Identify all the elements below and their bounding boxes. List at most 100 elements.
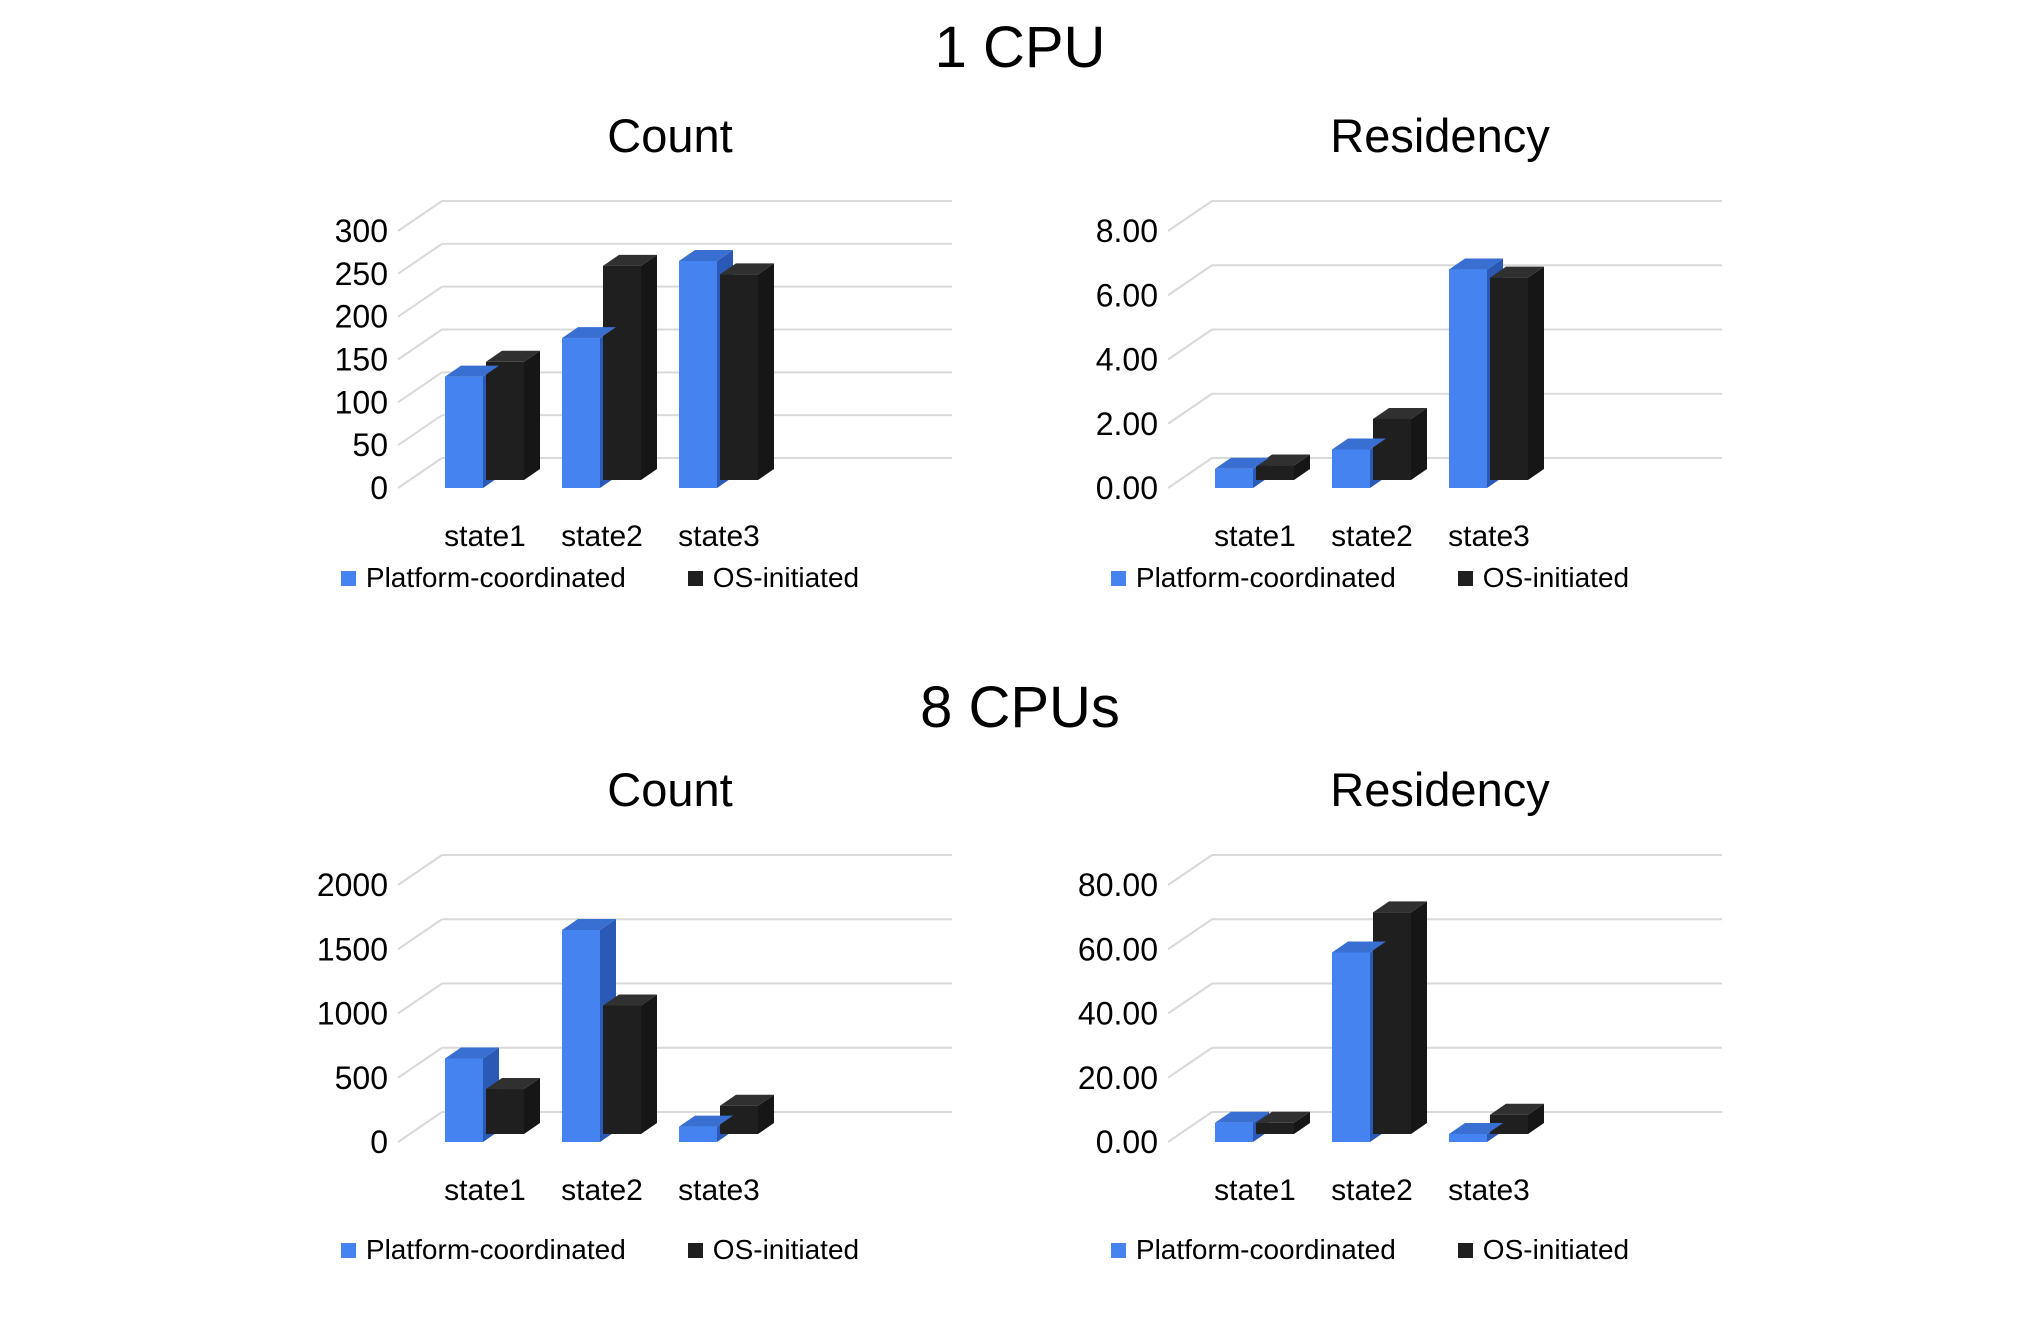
chart-canvas-residency-8cpus: 80.00 60.00 40.00 20.00 0.00 state1 state2 stat… <box>1078 854 1722 1207</box>
bar-os-initiated-state3-top <box>1490 1103 1544 1115</box>
gridline-depth-connector <box>397 414 443 446</box>
y-tick-label: 300 <box>335 213 388 249</box>
bar-os-initiated-state1-side <box>1294 1111 1310 1134</box>
y-tick-label: 6.00 <box>1096 277 1158 313</box>
bar-os-initiated-state2-top <box>603 254 657 266</box>
section-title-1cpu: 1 CPU <box>934 15 1106 80</box>
bar-os-initiated-state3-side <box>1528 266 1544 480</box>
chart-title-count-8cpus: Count <box>607 763 733 816</box>
y-tick-label: 2000 <box>317 867 388 903</box>
bar-platform-coordinated-state2 <box>1332 952 1370 1142</box>
y-tick-label: 1000 <box>317 996 388 1032</box>
y-tick-label: 100 <box>335 384 388 420</box>
bar-platform-coordinated-state1 <box>1215 468 1253 488</box>
y-tick-label: 2.00 <box>1096 406 1158 442</box>
gridline-depth-connector <box>1167 328 1213 361</box>
y-tick-label: 4.00 <box>1096 342 1158 378</box>
gridline-depth-connector <box>397 285 443 318</box>
y-tick-label: 50 <box>352 427 388 463</box>
chart-title-residency-1cpu: Residency <box>1330 109 1550 162</box>
bar-os-initiated-state1 <box>1256 465 1294 480</box>
bar-platform-coordinated-state3-top <box>679 249 733 261</box>
bar-os-initiated-state2 <box>1373 912 1411 1134</box>
bar-os-initiated-state1-side <box>1294 454 1310 480</box>
bar-platform-coordinated-state3 <box>1449 1133 1487 1142</box>
bar-os-initiated-state1-top <box>1256 454 1310 466</box>
gridline-depth-connector <box>1167 854 1213 886</box>
bar-platform-coordinated-state3-top <box>1449 258 1503 270</box>
bar-platform-coordinated-state3-top <box>679 1115 733 1127</box>
chart-title-residency-8cpus: Residency <box>1330 763 1550 816</box>
y-tick-label: 250 <box>335 256 388 292</box>
x-category-label: state2 <box>561 520 643 553</box>
legend: Platform-coordinated OS-initiated <box>1010 1234 1730 1266</box>
gridline-depth-connector <box>1167 264 1213 297</box>
bar-os-initiated-state1-top <box>486 350 540 362</box>
y-tick-label: 500 <box>335 1060 388 1096</box>
bar-os-initiated-state1-top <box>486 1078 540 1090</box>
bar-os-initiated-state3-side <box>758 1094 774 1134</box>
gridline-depth-connector <box>397 1046 443 1079</box>
bar-platform-coordinated-state1-top <box>1215 457 1269 469</box>
legend-swatch-os-icon <box>687 570 703 586</box>
bar-os-initiated-state3 <box>720 274 758 480</box>
bar-os-initiated-state2 <box>603 265 641 480</box>
bar-platform-coordinated-state1 <box>445 1058 483 1142</box>
gridline-depth-connector <box>397 1111 443 1143</box>
x-category-label: state1 <box>444 520 526 553</box>
x-category-label: state2 <box>1331 520 1413 553</box>
chart-count-8cpus: Count 2000 1500 1000 500 0 state1 state2 state3… <box>240 750 960 1310</box>
legend-item-os-initiated: OS-initiated <box>1457 1234 1629 1266</box>
bar-platform-coordinated-state3 <box>679 1126 717 1142</box>
bar-platform-coordinated-state1-top <box>1215 1111 1269 1123</box>
bar-platform-coordinated-state2 <box>562 929 600 1142</box>
y-tick-label: 60.00 <box>1078 931 1158 967</box>
bar-os-initiated-state3-top <box>1490 266 1544 278</box>
gridline-depth-connector <box>1167 918 1213 951</box>
gridline-depth-connector <box>397 854 443 886</box>
chart-canvas-count-1cpu: 300 250 200 150 100 50 0 state1 state2 state3 <box>335 200 952 553</box>
gridline-depth-connector <box>1167 457 1213 489</box>
legend: Platform-coordinated OS-initiated <box>1010 562 1730 594</box>
x-category-label: state1 <box>444 1174 526 1207</box>
legend-item-os-initiated: OS-initiated <box>1457 562 1629 594</box>
bar-os-initiated-state2-top <box>1373 901 1427 913</box>
y-tick-label: 80.00 <box>1078 867 1158 903</box>
bar-os-initiated-state3 <box>1490 277 1528 480</box>
chart-residency-8cpus: Residency 80.00 60.00 40.00 20.00 0.00 state1… <box>1010 750 1730 1310</box>
bar-os-initiated-state2-side <box>1411 901 1427 1134</box>
bar-os-initiated-state2-top <box>1373 407 1427 419</box>
bar-platform-coordinated-state1 <box>1215 1122 1253 1142</box>
gridline-depth-connector <box>1167 200 1213 232</box>
gridline-depth-connector <box>397 371 443 404</box>
y-tick-label: 150 <box>335 342 388 378</box>
legend-swatch-platform-icon <box>1110 1242 1126 1258</box>
legend-swatch-os-icon <box>1457 1242 1473 1258</box>
bar-os-initiated-state3-top <box>720 1094 774 1106</box>
legend-item-platform-coordinated: Platform-coordinated <box>1110 562 1396 594</box>
y-tick-label: 0.00 <box>1096 470 1158 506</box>
bar-os-initiated-state1 <box>486 1089 524 1134</box>
bar-platform-coordinated-state2 <box>562 338 600 488</box>
y-tick-label: 20.00 <box>1078 1060 1158 1096</box>
bar-platform-coordinated-state2-top <box>562 327 616 339</box>
bar-os-initiated-state1 <box>486 361 524 480</box>
bar-os-initiated-state2-side <box>641 994 657 1134</box>
gridline-depth-connector <box>397 918 443 951</box>
legend-item-os-initiated: OS-initiated <box>687 1234 859 1266</box>
bar-os-initiated-state1-side <box>524 350 540 480</box>
x-category-label: state3 <box>1448 520 1530 553</box>
chart-residency-1cpu: Residency 8.00 6.00 4.00 2.00 0.00 state1 stat… <box>1010 96 1730 656</box>
x-category-label: state1 <box>1214 1174 1296 1207</box>
gridline-depth-connector <box>397 457 443 489</box>
bar-os-initiated-state3-side <box>1528 1103 1544 1134</box>
legend-label-platform: Platform-coordinated <box>1135 562 1396 593</box>
bar-platform-coordinated-state3 <box>1449 269 1487 488</box>
bar-platform-coordinated-state2 <box>1332 449 1370 488</box>
gridline-depth-connector <box>397 982 443 1015</box>
legend-label-platform: Platform-coordinated <box>1135 1234 1396 1265</box>
legend-item-platform-coordinated: Platform-coordinated <box>1110 1234 1396 1266</box>
bar-platform-coordinated-state1-top <box>445 365 499 377</box>
bar-platform-coordinated-state1-top <box>445 1047 499 1059</box>
